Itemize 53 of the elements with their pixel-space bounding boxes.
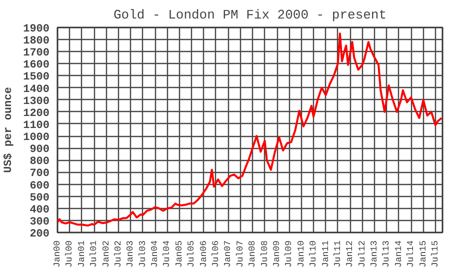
y-tick-label: 1800 bbox=[23, 36, 50, 48]
x-tick-label: Jan03 bbox=[126, 240, 136, 268]
y-tick-label: 1200 bbox=[23, 108, 50, 120]
y-tick-label: 1900 bbox=[23, 24, 50, 36]
x-tick-label: Jan11 bbox=[320, 240, 331, 268]
y-tick-label: 1000 bbox=[23, 132, 50, 144]
x-tick-label: Jan10 bbox=[296, 240, 306, 268]
x-tick-label: Jul05 bbox=[186, 240, 197, 268]
y-tick-label: 1400 bbox=[23, 84, 50, 96]
x-tick-label: Jan02 bbox=[101, 240, 112, 268]
y-tick-label: 700 bbox=[30, 168, 50, 180]
y-tick-label: 1700 bbox=[23, 48, 50, 60]
x-tick-label: Jan08 bbox=[248, 240, 258, 268]
x-tick-label: Jan07 bbox=[223, 240, 234, 268]
x-tick-label: Jul14 bbox=[406, 240, 416, 268]
x-tick-label: Jan05 bbox=[174, 240, 184, 268]
y-tick-label: 200 bbox=[30, 228, 50, 240]
x-tick-label: Jul03 bbox=[138, 240, 148, 268]
x-tick-label: Jul13 bbox=[382, 240, 392, 268]
y-tick-label: 900 bbox=[30, 144, 50, 156]
x-tick-label: Jan01 bbox=[76, 240, 87, 268]
x-tick-label: Jul01 bbox=[89, 240, 100, 268]
x-tick-label: Jul12 bbox=[357, 240, 368, 268]
x-tick-label: Jul11 bbox=[332, 240, 343, 268]
x-tick-label: Jan06 bbox=[198, 240, 209, 268]
x-tick-label: Jan12 bbox=[345, 240, 356, 268]
y-tick-label: 400 bbox=[30, 204, 50, 216]
y-tick-label: 500 bbox=[30, 192, 50, 204]
y-tick-label: 600 bbox=[30, 180, 50, 192]
x-tick-label: Jul04 bbox=[162, 240, 172, 268]
x-tick-label: Jul08 bbox=[260, 240, 270, 268]
y-tick-label: 1100 bbox=[23, 120, 50, 132]
x-tick-label: Jan13 bbox=[370, 240, 380, 268]
line-series bbox=[58, 32, 442, 227]
y-tick-label: 800 bbox=[30, 156, 50, 168]
x-tick-label: Jul15 bbox=[430, 240, 440, 268]
x-tick-label: Jan14 bbox=[394, 240, 404, 268]
x-tick-label: Jul10 bbox=[308, 240, 318, 268]
chart-title: Gold - London PM Fix 2000 - present bbox=[113, 8, 387, 22]
x-tick-label: Jul09 bbox=[284, 240, 294, 268]
x-tick-label: Jan15 bbox=[418, 240, 428, 268]
x-tick-label: Jul00 bbox=[64, 240, 75, 268]
y-tick-label: 1500 bbox=[23, 72, 50, 84]
y-tick-label: 300 bbox=[30, 216, 50, 228]
x-tick-label: Jan04 bbox=[150, 240, 160, 268]
y-tick-label: 1300 bbox=[23, 96, 50, 108]
y-tick-label: 1600 bbox=[23, 60, 50, 72]
y-axis-title: US$ per ounce bbox=[2, 86, 16, 173]
x-tick-label: Jul06 bbox=[210, 240, 221, 268]
x-tick-label: Jan00 bbox=[52, 240, 62, 268]
x-tick-label: Jan09 bbox=[272, 240, 282, 268]
x-tick-label: Jul07 bbox=[235, 240, 246, 268]
x-tick-label: Jul02 bbox=[113, 240, 124, 268]
